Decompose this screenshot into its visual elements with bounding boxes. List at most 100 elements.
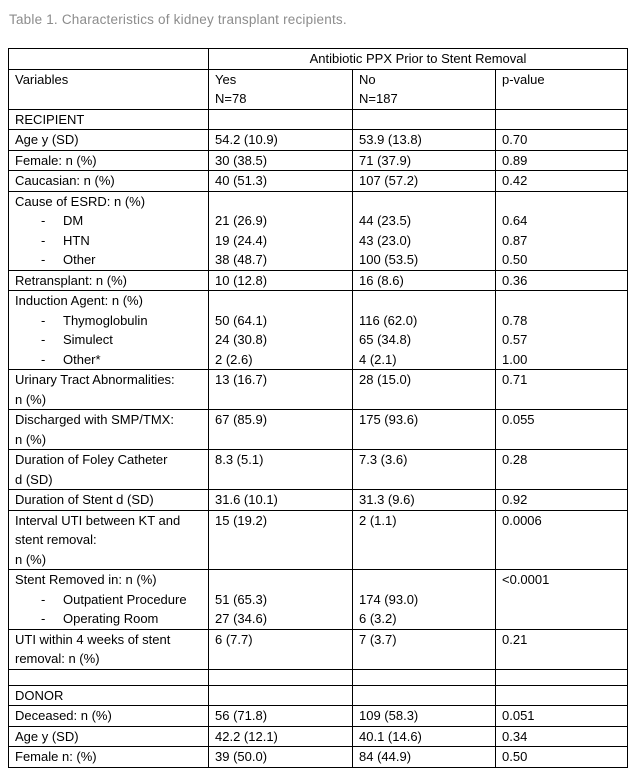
- no-n-label: N=187: [359, 91, 398, 106]
- p-value-header-label: p-value: [502, 71, 545, 87]
- bullet-line: - DM: [9, 211, 208, 231]
- no-value-cell: 175 (93.6): [352, 409, 496, 450]
- cell-line: 56 (71.8): [215, 708, 268, 723]
- cell-line: Age y (SD): [15, 728, 79, 744]
- bullet-dash: -: [41, 213, 46, 228]
- table-row: Female n: (%) 39 (50.0) 84 (44.9) 0.50: [8, 746, 629, 768]
- cell-line: 16 (8.6): [359, 272, 404, 288]
- cell-line: [353, 192, 495, 212]
- cell-line: Stent Removed in: n (%): [15, 572, 157, 587]
- yes-header-cell: Yes N=78: [208, 68, 353, 110]
- cell-line: 84 (44.9): [359, 749, 412, 764]
- cell-line: Caucasian: n (%): [15, 173, 115, 188]
- cell-line: 0.21: [502, 631, 528, 647]
- no-value-cell: 2 (1.1): [352, 509, 496, 570]
- p-value-cell: 0.64 0.87 0.50: [494, 190, 629, 271]
- cell-line: 8.3 (5.1): [215, 452, 264, 467]
- bullet-line: - HTN: [9, 231, 208, 251]
- yes-value-cell: 40 (51.3): [208, 170, 353, 192]
- yes-value-cell: [208, 108, 353, 130]
- cell-line: Duration of Stent d (SD): [15, 492, 154, 507]
- bullet-line: - Outpatient Procedure: [9, 590, 208, 610]
- yes-value-cell: 54.2 (10.9): [208, 129, 353, 151]
- cell-line: Age y (SD): [15, 132, 79, 147]
- yes-value-cell: 30 (38.5): [208, 149, 353, 171]
- p-value-cell: 0.34: [494, 725, 629, 747]
- cell-line: 175 (93.6): [359, 412, 419, 427]
- cell-line: 0.42: [502, 173, 528, 188]
- bullet-line: - Operating Room: [9, 609, 208, 629]
- cell-line: 40 (51.3): [215, 173, 268, 188]
- cell-line: [209, 570, 352, 590]
- cell-line: Interval UTI between KT and: [15, 512, 181, 528]
- no-header-label: No: [359, 71, 376, 87]
- cell-line: 6 (3.2): [359, 611, 397, 626]
- row-label-cell: Cause of ESRD: n (%) - DM - HTN - Other: [8, 190, 209, 271]
- yes-value-cell: 21 (26.9) 19 (24.4) 38 (48.7): [208, 190, 353, 271]
- no-value-cell: 44 (23.5) 43 (23.0) 100 (53.5): [352, 190, 496, 271]
- cell-line: 50 (64.1): [215, 312, 268, 328]
- table-row: Female: n (%) 30 (38.5) 71 (37.9) 0.89: [8, 149, 629, 171]
- table-body: RECIPIENT Age y (SD) 54.2 (10.9) 53.9 (13.8…: [8, 108, 629, 768]
- row-label-cell: Age y (SD): [8, 725, 209, 747]
- cell-line: RECIPIENT: [15, 111, 85, 127]
- table-row: Interval UTI between KT and stent removal…: [8, 509, 629, 570]
- bullet-text: Other: [63, 252, 96, 267]
- row-label-cell: Duration of Stent d (SD): [8, 489, 209, 511]
- yes-value-cell: 67 (85.9): [208, 409, 353, 450]
- no-value-cell: 84 (44.9): [352, 746, 496, 768]
- cell-line: 1.00: [502, 351, 528, 367]
- table-row: Induction Agent: n (%) - Thymoglobulin - Sim…: [8, 290, 629, 370]
- yes-n-label: N=78: [215, 91, 247, 106]
- no-value-cell: 40.1 (14.6): [352, 725, 496, 747]
- cell-line: 107 (57.2): [359, 173, 419, 188]
- cell-line: 0.78: [502, 312, 528, 328]
- cell-line: 0.051: [502, 708, 535, 723]
- p-value-cell: 0.36: [494, 269, 629, 291]
- row-label-cell: Discharged with SMP/TMX: n (%): [8, 409, 209, 450]
- span-header-cell: Antibiotic PPX Prior to Stent Removal: [207, 48, 629, 70]
- cell-line: 31.6 (10.1): [215, 492, 278, 507]
- cell-line: 6 (7.7): [215, 631, 253, 647]
- yes-value-cell: 31.6 (10.1): [208, 489, 353, 511]
- cell-line: 40.1 (14.6): [359, 728, 422, 744]
- cell-line: 174 (93.0): [359, 591, 419, 607]
- bullet-text: HTN: [63, 232, 90, 248]
- bullet-line: - Other*: [9, 350, 208, 370]
- no-value-cell: 174 (93.0) 6 (3.2): [352, 569, 496, 630]
- cell-line: Retransplant: n (%): [15, 272, 127, 288]
- bullet-text: Thymoglobulin: [63, 312, 148, 328]
- row-label-cell: Age y (SD): [8, 129, 209, 151]
- column-header-row: Variables Yes N=78 No N=187 p-value: [8, 68, 629, 110]
- no-value-cell: 71 (37.9): [352, 149, 496, 171]
- table-row: DONOR: [8, 684, 629, 706]
- bullet-dash: -: [41, 351, 46, 367]
- spacer-row: [8, 668, 629, 686]
- cell-line: n (%): [15, 551, 47, 567]
- cell-line: Deceased: n (%): [15, 708, 112, 723]
- cell-line: removal: n (%): [15, 651, 100, 666]
- row-label-cell: [8, 668, 209, 686]
- table-row: Age y (SD) 54.2 (10.9) 53.9 (13.8) 0.70: [8, 129, 629, 151]
- p-value-cell: 0.78 0.57 1.00: [494, 290, 629, 370]
- bullet-dash: -: [41, 232, 46, 248]
- no-value-cell: 28 (15.0): [352, 369, 496, 410]
- cell-line: [496, 291, 627, 311]
- cell-line: 21 (26.9): [215, 213, 268, 228]
- document-page: Table 1. Characteristics of kidney trans…: [0, 12, 632, 768]
- span-header-row: Antibiotic PPX Prior to Stent Removal: [8, 48, 629, 70]
- table-row: Urinary Tract Abnormalities: n (%) 13 (16.…: [8, 369, 629, 410]
- cell-line: Duration of Foley Catheter: [15, 452, 168, 467]
- variables-header-cell: Variables: [8, 68, 209, 110]
- cell-line: Cause of ESRD: n (%): [15, 193, 146, 209]
- bullet-text: Outpatient Procedure: [63, 591, 187, 607]
- cell-line: Female n: (%): [15, 749, 97, 764]
- cell-line: 0.87: [502, 232, 528, 248]
- row-label-cell: RECIPIENT: [8, 108, 209, 130]
- cell-line: 109 (58.3): [359, 708, 419, 723]
- bullet-line: - Thymoglobulin: [9, 311, 208, 331]
- empty-header-cell: [8, 48, 209, 70]
- bullet-dash: -: [41, 252, 46, 267]
- cell-line: Urinary Tract Abnormalities:: [15, 372, 175, 387]
- table-row: Deceased: n (%) 56 (71.8) 109 (58.3) 0.051: [8, 705, 629, 727]
